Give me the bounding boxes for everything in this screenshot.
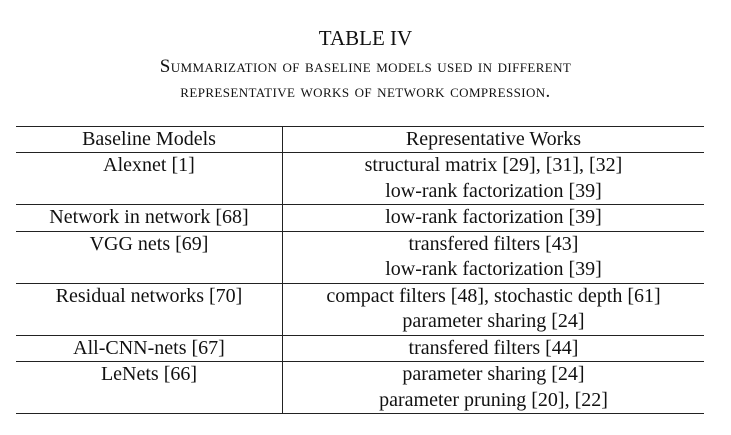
work-item: structural matrix [29], [31], [32] xyxy=(364,154,623,176)
table-number: TABLE IV xyxy=(318,26,413,50)
model-cell: Alexnet [1] xyxy=(16,152,283,205)
works-cell: transfered filters [44] xyxy=(282,335,704,362)
table-row: All-CNN-nets [67] transfered filters [44… xyxy=(16,335,704,362)
header-baseline-models: Baseline Models xyxy=(16,126,283,153)
work-item: parameter pruning [20], [22] xyxy=(379,388,608,411)
works-cell: transfered filters [43] low-rank factori… xyxy=(282,231,704,284)
work-item: parameter sharing [24] xyxy=(402,310,585,332)
table-caption-line-1: Summarization of baseline models used in… xyxy=(159,56,572,77)
work-item: transfered filters [43] xyxy=(408,232,579,255)
header-representative-works: Representative Works xyxy=(282,126,704,153)
table-row: Residual networks [70] compact filters [… xyxy=(16,283,704,336)
table-row: LeNets [66] parameter sharing [24] param… xyxy=(16,361,704,414)
works-cell: compact filters [48], stochastic depth [… xyxy=(282,283,704,336)
table-row: VGG nets [69] transfered filters [43] lo… xyxy=(16,231,704,284)
works-cell: parameter sharing [24] parameter pruning… xyxy=(282,361,704,414)
work-item: parameter sharing [24] xyxy=(402,363,585,385)
work-item: transfered filters [44] xyxy=(408,336,579,359)
table-caption-line-2: representative works of network compress… xyxy=(180,81,551,102)
works-cell: low-rank factorization [39] xyxy=(282,204,704,232)
work-item: low-rank factorization [39] xyxy=(385,206,602,228)
model-cell: VGG nets [69] xyxy=(16,231,283,284)
works-cell: structural matrix [29], [31], [32] low-r… xyxy=(282,152,704,205)
model-cell: LeNets [66] xyxy=(16,361,283,414)
model-cell: Residual networks [70] xyxy=(16,283,283,336)
model-cell: All-CNN-nets [67] xyxy=(16,335,283,362)
model-cell: Network in network [68] xyxy=(16,204,283,232)
work-item: low-rank factorization [39] xyxy=(385,258,602,280)
baseline-models-table: Baseline Models Representative Works Ale… xyxy=(16,126,704,414)
table-row: Alexnet [1] structural matrix [29], [31]… xyxy=(16,152,704,205)
work-item: compact filters [48], stochastic depth [… xyxy=(326,284,661,307)
table-header-row: Baseline Models Representative Works xyxy=(16,126,704,153)
work-item: low-rank factorization [39] xyxy=(385,179,602,202)
table-row: Network in network [68] low-rank factori… xyxy=(16,204,704,232)
